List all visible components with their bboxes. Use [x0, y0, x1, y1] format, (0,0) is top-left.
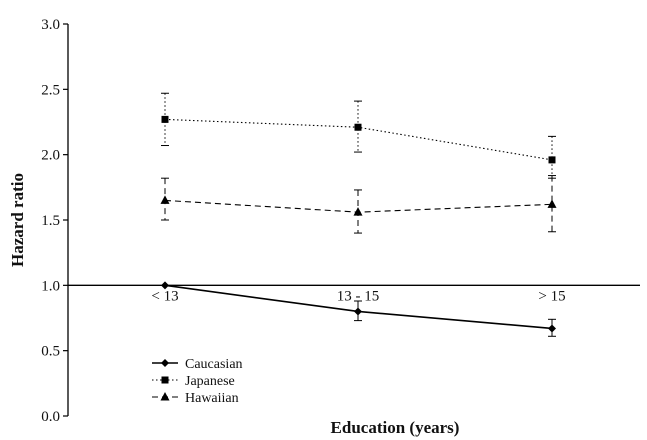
- data-point-japanese: [548, 156, 556, 164]
- x-tick-label: 13 - 15: [337, 288, 380, 304]
- y-tick-label: 2.0: [41, 148, 60, 164]
- x-axis-title: Education (years): [331, 418, 460, 437]
- y-tick-label: 0.5: [41, 344, 60, 360]
- data-point-hawaiian: [353, 207, 363, 216]
- data-point-hawaiian: [160, 195, 170, 204]
- y-tick-label: 2.5: [41, 82, 60, 98]
- x-axis-tick-labels: < 13 13 - 15 > 15: [151, 288, 565, 304]
- legend-marker-caucasian: [161, 359, 169, 367]
- y-axis-ticks: 0.0 0.5 1.0 1.5 2.0 2.5 3.0: [41, 17, 68, 425]
- series-hawaiian: [160, 175, 557, 234]
- x-tick-label: > 15: [538, 288, 565, 304]
- y-axis-title: Hazard ratio: [8, 173, 27, 267]
- y-tick-label: 1.5: [41, 213, 60, 229]
- legend-label-hawaiian: Hawaiian: [185, 391, 239, 406]
- x-tick-label: < 13: [151, 288, 178, 304]
- series-layer: [160, 92, 557, 337]
- y-tick-label: 3.0: [41, 17, 60, 33]
- legend-label-caucasian: Caucasian: [185, 357, 243, 372]
- data-point-japanese: [161, 115, 169, 123]
- y-tick-label: 1.0: [41, 278, 60, 294]
- data-point-caucasian: [548, 324, 556, 333]
- legend-label-japanese: Japanese: [185, 374, 235, 389]
- data-point-hawaiian: [547, 199, 557, 208]
- data-point-caucasian: [354, 307, 362, 316]
- axes: [67, 24, 640, 416]
- y-tick-label: 0.0: [41, 409, 60, 425]
- series-japanese: [161, 92, 556, 179]
- data-point-caucasian: [161, 281, 169, 290]
- data-point-japanese: [354, 123, 362, 131]
- legend-marker-hawaiian: [160, 392, 170, 401]
- legend: Caucasian Japanese Hawaiian: [152, 357, 243, 406]
- series-caucasian: [161, 281, 556, 337]
- legend-marker-japanese: [161, 376, 169, 384]
